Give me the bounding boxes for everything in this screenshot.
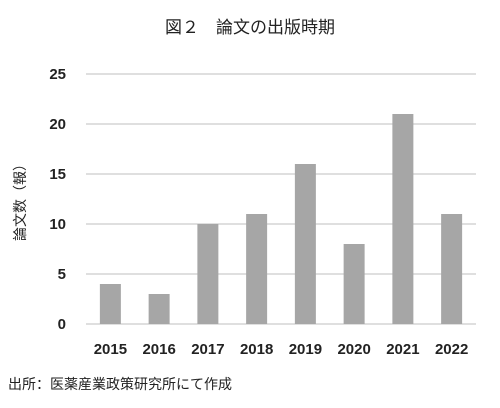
bar-series <box>99 114 463 324</box>
x-tick-label: 2018 <box>240 341 273 358</box>
bar-2016 <box>148 294 170 324</box>
x-tick-label: 2016 <box>142 341 175 358</box>
bar-2021 <box>392 114 414 324</box>
x-axis-ticks: 2015 2016 2017 2018 2019 2020 2021 2022 <box>94 341 469 358</box>
y-tick-label: 25 <box>49 66 66 83</box>
source-note: 出所：医薬産業政策研究所にて作成 <box>8 377 232 393</box>
y-axis-label: 論文数（報） <box>13 157 29 241</box>
gridlines <box>86 73 476 325</box>
x-tick-label: 2021 <box>386 341 419 358</box>
bar-2019 <box>294 164 316 324</box>
bar-2017 <box>197 224 219 324</box>
bar-2015 <box>99 284 121 324</box>
bar-2020 <box>343 244 365 324</box>
x-tick-label: 2017 <box>191 341 224 358</box>
y-tick-label: 5 <box>58 266 66 283</box>
y-tick-label: 0 <box>58 316 66 333</box>
bar-2022 <box>441 214 463 324</box>
x-tick-label: 2022 <box>435 341 468 358</box>
y-tick-label: 15 <box>49 166 66 183</box>
y-tick-label: 10 <box>49 216 66 233</box>
y-axis-ticks: 0 5 10 15 20 25 <box>49 66 66 333</box>
bar-2018 <box>246 214 268 324</box>
y-tick-label: 20 <box>49 116 66 133</box>
x-tick-label: 2015 <box>94 341 127 358</box>
x-tick-label: 2020 <box>337 341 370 358</box>
x-tick-label: 2019 <box>289 341 322 358</box>
chart-title: 図２ 論文の出版時期 <box>165 18 335 38</box>
